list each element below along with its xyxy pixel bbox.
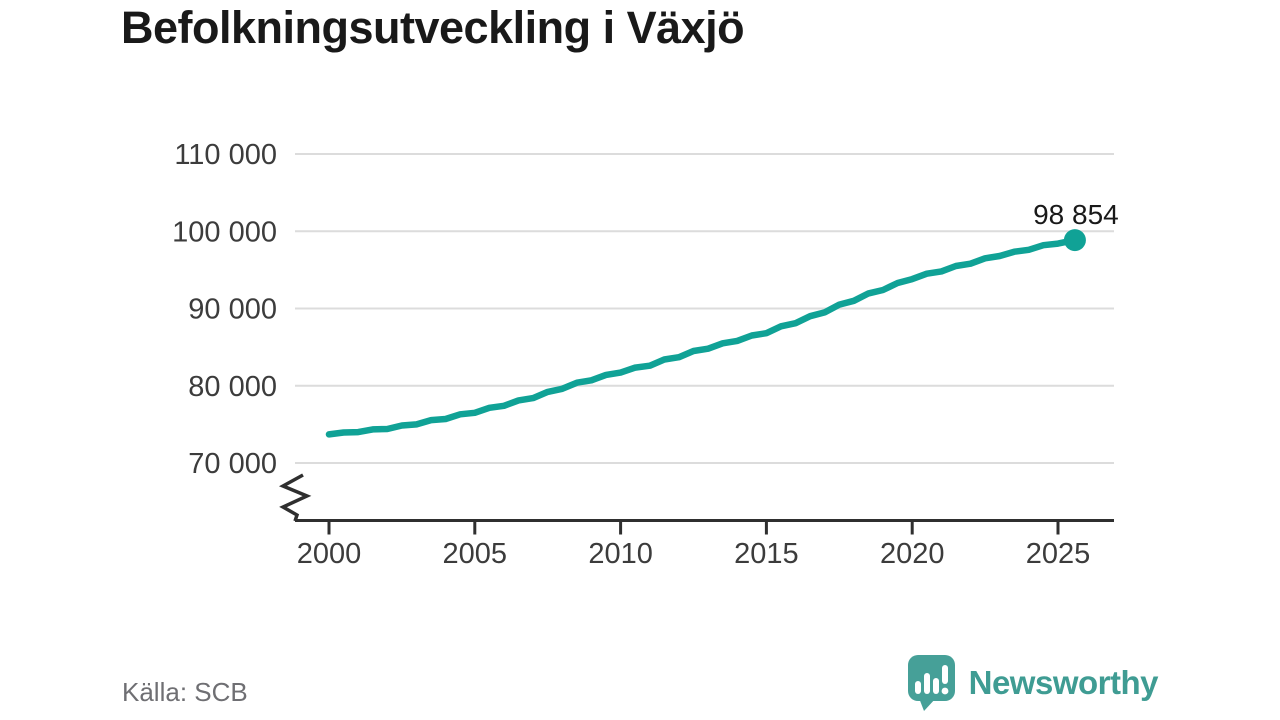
chart-title: Befolkningsutveckling i Växjö: [121, 2, 745, 53]
x-axis-tick-label: 2005: [443, 538, 508, 570]
end-point-marker: [1063, 229, 1086, 252]
y-axis-tick-label: 70 000: [188, 448, 277, 480]
y-axis-tick-label: 100 000: [172, 216, 277, 248]
population-line-series: [325, 236, 1079, 438]
end-value-label: 98 854: [1033, 199, 1119, 230]
x-axis-tick-label: 2015: [734, 538, 799, 570]
newsworthy-logo: Newsworthy: [906, 654, 1159, 712]
newsworthy-logo-icon: [907, 655, 955, 711]
y-axis-tick-label: 110 000: [174, 139, 277, 171]
newsworthy-logo-text: Newsworthy: [968, 664, 1159, 701]
source-label: Källa: SCB: [122, 677, 248, 707]
x-axis-tick-label: 2025: [1026, 538, 1091, 570]
x-axis-tick-label: 2010: [588, 538, 653, 570]
y-axis-tick-label: 90 000: [188, 294, 277, 326]
population-line-chart: 70 000 80 000 90 000 100 000 110 000 2000 2005…: [172, 139, 1119, 570]
x-axis-tick-label: 2020: [880, 538, 945, 570]
axis-break-icon: [278, 473, 312, 522]
y-axis-tick-label: 80 000: [188, 371, 277, 403]
x-axis-tick-label: 2000: [297, 538, 362, 570]
